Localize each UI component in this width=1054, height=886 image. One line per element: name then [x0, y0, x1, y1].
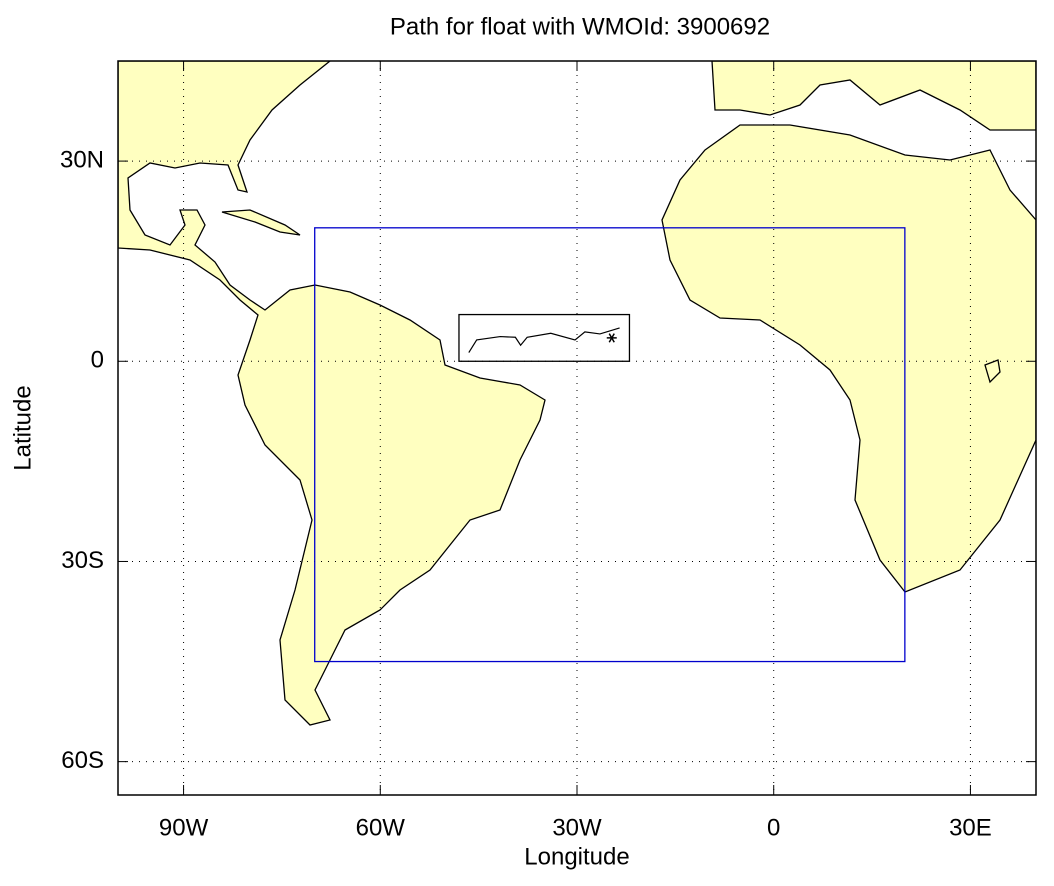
chart-title: Path for float with WMOId: 3900692 — [390, 13, 770, 40]
float-path — [468, 327, 620, 353]
cuba — [221, 209, 301, 236]
y-tick-label: 60S — [61, 747, 104, 774]
region-box — [314, 227, 906, 663]
y-tick-label: 30S — [61, 547, 104, 574]
x-tick-label: 30W — [552, 814, 602, 841]
y-tick-label: 0 — [91, 347, 104, 374]
x-tick-label: 0 — [767, 814, 780, 841]
y-tick-label: 30N — [60, 146, 104, 173]
land — [118, 61, 1036, 726]
x-tick-label: 90W — [159, 814, 209, 841]
region-box — [458, 313, 631, 362]
end-marker — [606, 333, 617, 343]
x-axis-label: Longitude — [524, 843, 629, 870]
x-tick-label: 30E — [949, 814, 992, 841]
europe — [711, 61, 1036, 131]
x-tick-label: 60W — [356, 814, 406, 841]
y-axis-label: Latitude — [9, 385, 36, 470]
americas — [118, 61, 546, 726]
africa — [661, 124, 1036, 593]
